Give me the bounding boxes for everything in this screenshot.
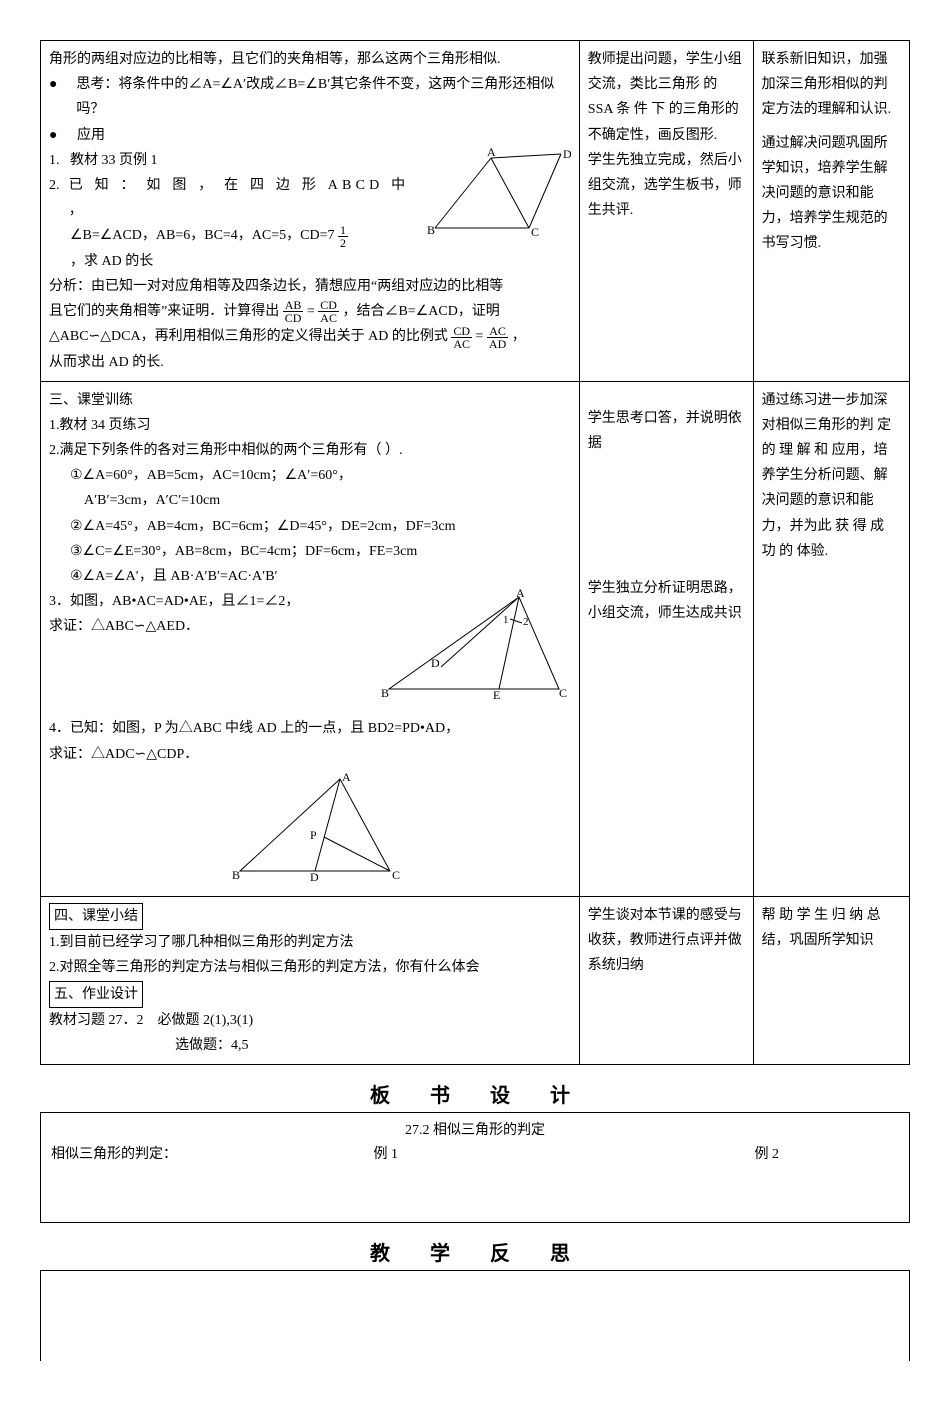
item2-text3: ，求 AD 的长 xyxy=(70,249,571,274)
item2-text2: ∠B=∠ACD，AB=6，BC=4，AC=5，CD=7 xyxy=(70,228,335,243)
item-num: 2. xyxy=(49,173,69,223)
board-subtitle: 27.2 相似三角形的判定 xyxy=(51,1119,899,1139)
student-activity-1: 学生思考口答，并说明依据 xyxy=(588,406,745,456)
board-mid: 例 1 xyxy=(374,1143,399,1163)
row1-col1: 角形的两组对应边的比相等，且它们的夹角相等，那么这两个三角形相似. ● 思考：将… xyxy=(41,41,580,382)
row2-col3: 通过练习进一步加深对相似三角形的判 定 的 理 解 和 应用，培养学生分析问题、… xyxy=(753,381,909,896)
teacher-activity-1: 教师提出问题，学生小组交流，类比三角形 的 SSA 条 件 下 的三角形的不确定… xyxy=(588,47,745,148)
row3-col3: 帮 助 学 生 归 纳 总结，巩固所学知识 xyxy=(753,896,909,1064)
cond-4: ④∠A=∠A′，且 AB·A′B′=AC·A′B′ xyxy=(70,564,571,589)
homework-1: 教材习题 27．2 必做题 2(1),3(1) xyxy=(49,1008,571,1033)
label-A: A xyxy=(516,589,525,600)
label-D: D xyxy=(431,656,440,670)
row2-col1: 三、课堂训练 1.教材 34 页练习 2.满足下列条件的各对三角形中相似的两个三… xyxy=(41,381,580,896)
label-B: B xyxy=(381,686,389,699)
summary-1: 1.到目前已经学习了哪几种相似三角形的判定方法 xyxy=(49,930,571,955)
board-left: 相似三角形的判定： xyxy=(51,1143,177,1163)
reflection-table xyxy=(40,1270,910,1361)
reflection-cell xyxy=(41,1271,910,1361)
student-summary: 学生谈对本节课的感受与收获，教师进行点评并做系统归纳 xyxy=(588,903,745,979)
analysis-text2b: ，结合∠B=∠ACD，证明 xyxy=(342,304,499,319)
purpose-3: 通过练习进一步加深对相似三角形的判 定 的 理 解 和 应用，培养学生分析问题、… xyxy=(762,388,901,564)
label-E: E xyxy=(493,688,500,699)
train-1: 1.教材 34 页练习 xyxy=(49,413,571,438)
board-cell: 27.2 相似三角形的判定 相似三角形的判定： 例 1 例 2 xyxy=(41,1113,910,1223)
train-4a: 4．已知：如图，P 为△ABC 中线 AD 上的一点，且 BD2=PD•AD， xyxy=(49,716,571,741)
board-right: 例 2 xyxy=(755,1143,780,1163)
analysis-text3a: △ABC∽△DCA，再利用相似三角形的定义得出关于 AD 的比例式 xyxy=(49,329,448,344)
fraction: 1 2 xyxy=(338,224,348,249)
cond-1a: ①∠A=60°，AB=5cm，AC=10cm；∠A′=60°， xyxy=(70,463,571,488)
training-heading: 三、课堂训练 xyxy=(49,388,571,413)
cond-2: ②∠A=45°，AB=4cm，BC=6cm；∠D=45°，DE=2cm，DF=3… xyxy=(70,514,571,539)
train-2: 2.满足下列条件的各对三角形中相似的两个三角形有（ ）. xyxy=(49,438,571,463)
reflection-title: 教 学 反 思 xyxy=(40,1237,910,1266)
homework-heading: 五、作业设计 xyxy=(49,981,143,1008)
purpose-4: 帮 助 学 生 归 纳 总结，巩固所学知识 xyxy=(762,903,901,953)
eq: = xyxy=(307,304,315,319)
label-C: C xyxy=(531,225,539,238)
application-label: 应用 xyxy=(77,123,105,148)
figure-quadrilateral: A B C D xyxy=(421,148,571,238)
item-num: 1. xyxy=(49,148,70,173)
bullet: ● xyxy=(49,72,76,122)
label-P: P xyxy=(310,828,317,842)
purpose-1: 联系新旧知识，加强加深三角形相似的判定方法的理解和认识. xyxy=(762,47,901,123)
item2-text1: 已 知 ： 如 图 ， 在 四 边 形 ABCD 中 ， xyxy=(69,173,413,223)
fraction: CDAC xyxy=(451,325,472,350)
figure-triangle-aed: A B C D E 1 2 xyxy=(371,589,571,708)
row1-col3: 联系新旧知识，加强加深三角形相似的判定方法的理解和认识. 通过解决问题巩固所学知… xyxy=(753,41,909,382)
row3-col1: 四、课堂小结 1.到目前已经学习了哪几种相似三角形的判定方法 2.对照全等三角形… xyxy=(41,896,580,1064)
row2-col2: 学生思考口答，并说明依据 学生独立分析证明思路，小组交流，师生达成共识 xyxy=(579,381,753,896)
analysis-text1: 由已知一对对应角相等及四条边长，猜想应用“两组对应边的比相等 xyxy=(91,279,503,294)
thinking-question: 思考：将条件中的∠A=∠A′改成∠B=∠B′其它条件不变，这两个三角形还相似吗？ xyxy=(76,72,570,122)
homework-2: 选做题：4,5 xyxy=(175,1033,571,1058)
label-C: C xyxy=(559,686,567,699)
fraction: ABCD xyxy=(283,299,304,324)
lesson-plan-table: 角形的两组对应边的比相等，且它们的夹角相等，那么这两个三角形相似. ● 思考：将… xyxy=(40,40,910,1065)
label-B: B xyxy=(427,223,435,237)
row3-col2: 学生谈对本节课的感受与收获，教师进行点评并做系统归纳 xyxy=(579,896,753,1064)
student-activity-2: 学生独立分析证明思路，小组交流，师生达成共识 xyxy=(588,576,745,626)
label-C: C xyxy=(392,868,400,881)
fraction: CDAC xyxy=(318,299,339,324)
fraction: ACAD xyxy=(487,325,508,350)
bullet: ● xyxy=(49,123,77,148)
purpose-2: 通过解决问题巩固所学知识，培养学生解决问题的意识和能力，培养学生规范的书写习惯. xyxy=(762,131,901,257)
eq: = xyxy=(476,329,484,344)
analysis-text4: 从而求出 AD 的长. xyxy=(49,350,571,375)
label-A: A xyxy=(342,771,351,784)
analysis-text2a: 且它们的夹角相等”来证明．计算得出 xyxy=(49,304,279,319)
cond-3: ③∠C=∠E=30°，AB=8cm，BC=4cm；DF=6cm，FE=3cm xyxy=(70,539,571,564)
board-design-table: 27.2 相似三角形的判定 相似三角形的判定： 例 1 例 2 xyxy=(40,1112,910,1223)
label-1: 1 xyxy=(503,614,509,626)
label-D: D xyxy=(563,148,571,161)
figure-triangle-median: A B C D P xyxy=(49,771,571,890)
summary-heading: 四、课堂小结 xyxy=(49,903,143,930)
label-D: D xyxy=(310,870,319,881)
row1-col2: 教师提出问题，学生小组交流，类比三角形 的 SSA 条 件 下 的三角形的不确定… xyxy=(579,41,753,382)
summary-2: 2.对照全等三角形的判定方法与相似三角形的判定方法，你有什么体会 xyxy=(49,955,571,980)
label-B: B xyxy=(232,868,240,881)
label-2: 2 xyxy=(523,616,529,628)
similarity-conclusion: 角形的两组对应边的比相等，且它们的夹角相等，那么这两个三角形相似. xyxy=(49,47,571,72)
label-A: A xyxy=(487,148,496,159)
board-design-title: 板 书 设 计 xyxy=(40,1079,910,1108)
item1-text: 教材 33 页例 1 xyxy=(70,148,158,173)
teacher-activity-2: 学生先独立完成，然后小组交流，选学生板书，师生共评. xyxy=(588,148,745,224)
analysis-text3b: ， xyxy=(512,329,526,344)
analysis-label: 分析： xyxy=(49,279,91,294)
train-4b: 求证：△ADC∽△CDP． xyxy=(49,742,571,767)
cond-1b: A′B′=3cm，A′C′=10cm xyxy=(84,488,571,513)
